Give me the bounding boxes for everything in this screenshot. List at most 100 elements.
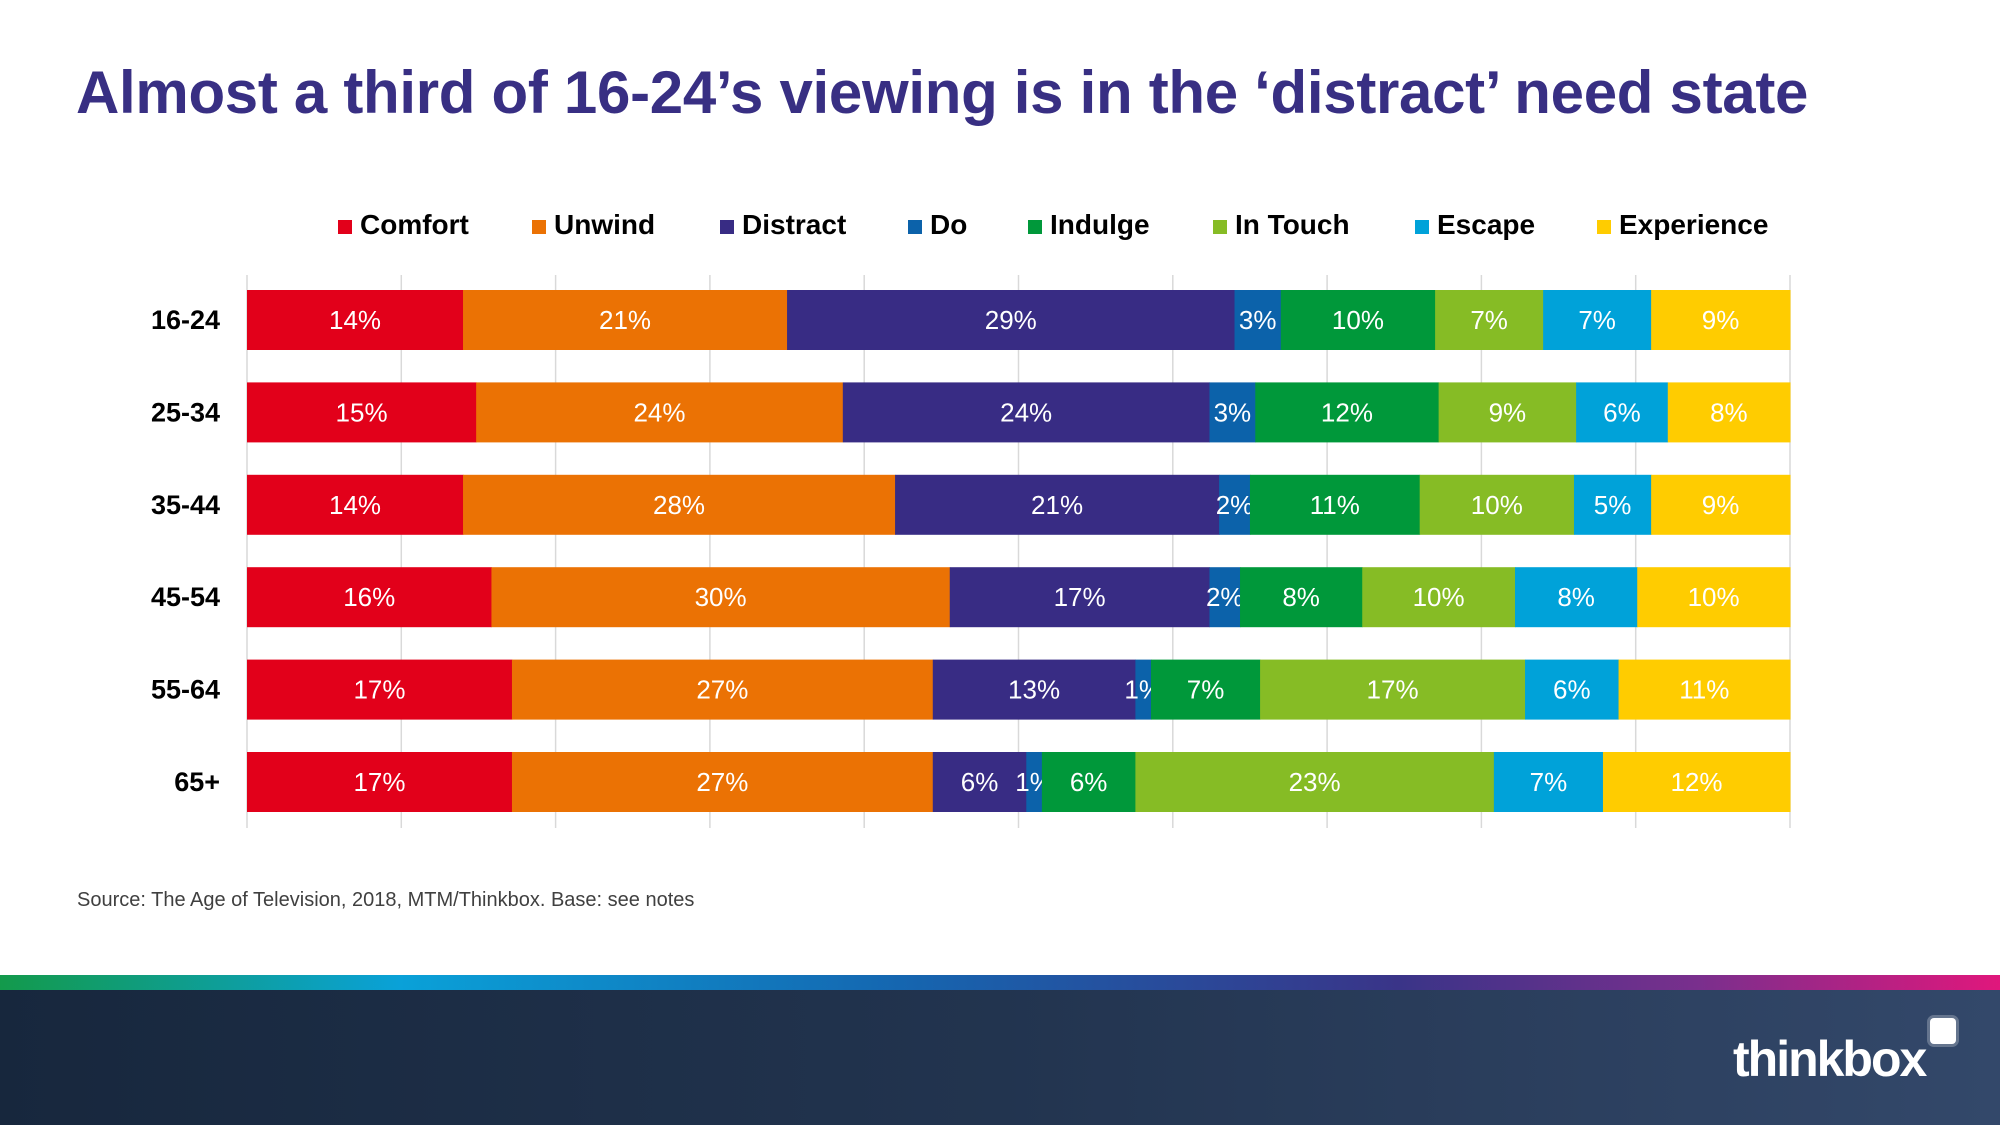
stacked-bar-chart: Comfort Unwind Distract Do Indulge In Touch Es… xyxy=(151,209,1791,828)
bar-segment-35-44-escape xyxy=(1573,474,1652,535)
data-label: 17% xyxy=(353,767,405,797)
data-label: 3% xyxy=(1214,397,1252,427)
bar-segment-55-64-do xyxy=(1135,659,1152,720)
bar-segment-55-64-distract xyxy=(932,659,1136,720)
data-label: 27% xyxy=(696,767,748,797)
category-label: 35-44 xyxy=(151,490,220,520)
data-label: 2% xyxy=(1216,490,1254,520)
bar-segment-25-34-in-touch xyxy=(1438,382,1577,443)
bar-segment-65-unwind xyxy=(511,752,934,812)
bar-segment-16-24-escape xyxy=(1543,290,1652,350)
legend-label-unwind: Unwind xyxy=(554,209,655,240)
bar-segment-35-44-do xyxy=(1219,474,1251,535)
bar-segment-35-44-comfort xyxy=(247,474,464,535)
data-label: 3% xyxy=(1239,305,1277,335)
chart-bars: 14% 21% 29% 3% 10% 7% 7% 9% 15% 24% 24% 3% 12% 9% 6% 8%… xyxy=(247,290,1791,812)
data-label: 8% xyxy=(1557,582,1595,612)
legend-swatch-experience xyxy=(1597,220,1611,234)
category-label: 45-54 xyxy=(151,582,220,612)
bar-segment-35-44-experience xyxy=(1651,474,1791,535)
legend-swatch-in-touch xyxy=(1213,220,1227,234)
bar-segment-25-34-indulge xyxy=(1255,382,1440,443)
bar-segment-65-in-touch xyxy=(1135,752,1495,812)
legend-label-comfort: Comfort xyxy=(360,209,469,240)
footer-bar xyxy=(0,990,2000,1125)
data-label: 6% xyxy=(1603,397,1641,427)
bar-segment-45-54-escape xyxy=(1515,567,1638,628)
bar-segment-25-34-comfort xyxy=(247,382,477,443)
data-label: 10% xyxy=(1332,305,1384,335)
legend-label-distract: Distract xyxy=(742,209,846,240)
bar-segment-65-do xyxy=(1026,752,1043,812)
bar-segment-45-54-distract xyxy=(949,567,1210,628)
thinkbox-logo: thinkbox xyxy=(1733,1031,1927,1087)
brand-gradient-strip xyxy=(0,975,2000,990)
data-label: 13% xyxy=(1008,675,1060,705)
legend-label-in-touch: In Touch xyxy=(1235,209,1350,240)
data-label: 16% xyxy=(343,582,395,612)
data-label: 7% xyxy=(1530,767,1568,797)
bar-segment-55-64-indulge xyxy=(1150,659,1261,720)
category-axis-labels: 16-24 25-34 35-44 45-54 55-64 65+ xyxy=(151,305,220,797)
data-label: 6% xyxy=(1070,767,1108,797)
data-label: 24% xyxy=(633,397,685,427)
data-label: 8% xyxy=(1710,397,1748,427)
bar-segment-55-64-unwind xyxy=(511,659,934,720)
data-label: 8% xyxy=(1282,582,1320,612)
bar-segment-45-54-indulge xyxy=(1240,567,1363,628)
bar-segment-25-34-distract xyxy=(842,382,1210,443)
data-label: 2% xyxy=(1206,582,1244,612)
bar-segment-65-escape xyxy=(1493,752,1604,812)
data-label: 6% xyxy=(961,767,999,797)
data-label: 27% xyxy=(696,675,748,705)
data-label: 11% xyxy=(1310,490,1360,520)
bar-segment-55-64-in-touch xyxy=(1260,659,1526,720)
data-label: 7% xyxy=(1470,305,1508,335)
bar-segment-16-24-in-touch xyxy=(1435,290,1544,350)
bar-segment-25-34-escape xyxy=(1576,382,1669,443)
bar-segment-35-44-distract xyxy=(895,474,1220,535)
legend-swatch-do xyxy=(908,220,922,234)
bar-segment-35-44-indulge xyxy=(1249,474,1421,535)
bar-segment-55-64-escape xyxy=(1525,659,1620,720)
bar-segment-16-24-comfort xyxy=(247,290,464,350)
bar-segment-35-44-unwind xyxy=(463,474,896,535)
legend-swatch-escape xyxy=(1415,220,1429,234)
bar-segment-35-44-in-touch xyxy=(1419,474,1575,535)
bar-segment-16-24-experience xyxy=(1651,290,1791,350)
data-label: 21% xyxy=(599,305,651,335)
bar-segment-45-54-comfort xyxy=(247,567,492,628)
bar-segment-45-54-experience xyxy=(1637,567,1791,628)
data-label: 28% xyxy=(653,490,705,520)
bar-segment-45-54-do xyxy=(1209,567,1241,628)
bar-segment-25-34-unwind xyxy=(476,382,844,443)
bar-segment-65-indulge xyxy=(1041,752,1136,812)
bar-segment-65-comfort xyxy=(247,752,513,812)
data-label: 11% xyxy=(1679,675,1729,705)
data-label: 9% xyxy=(1702,305,1740,335)
bar-segment-55-64-comfort xyxy=(247,659,513,720)
bar-segment-45-54-unwind xyxy=(491,567,951,628)
bar-segment-65-distract xyxy=(932,752,1027,812)
data-label: 30% xyxy=(695,582,747,612)
data-label: 23% xyxy=(1289,767,1341,797)
data-label: 14% xyxy=(329,490,381,520)
data-label: 17% xyxy=(353,675,405,705)
bar-segment-65-experience xyxy=(1602,752,1791,812)
legend-label-indulge: Indulge xyxy=(1050,209,1150,240)
bar-segment-45-54-in-touch xyxy=(1362,567,1516,628)
chart-legend: Comfort Unwind Distract Do Indulge In Touch Es… xyxy=(338,209,1768,240)
bar-segment-16-24-indulge xyxy=(1280,290,1436,350)
category-label: 25-34 xyxy=(151,397,220,427)
bar-segment-25-34-experience xyxy=(1667,382,1791,443)
bar-segment-16-24-distract xyxy=(787,290,1236,350)
data-label: 7% xyxy=(1578,305,1616,335)
data-label: 9% xyxy=(1702,490,1740,520)
legend-swatch-distract xyxy=(720,220,734,234)
category-label: 55-64 xyxy=(151,675,220,705)
legend-label-escape: Escape xyxy=(1437,209,1535,240)
legend-label-experience: Experience xyxy=(1619,209,1768,240)
bar-segment-16-24-do xyxy=(1234,290,1282,350)
data-label: 5% xyxy=(1594,490,1632,520)
data-label: 29% xyxy=(985,305,1037,335)
